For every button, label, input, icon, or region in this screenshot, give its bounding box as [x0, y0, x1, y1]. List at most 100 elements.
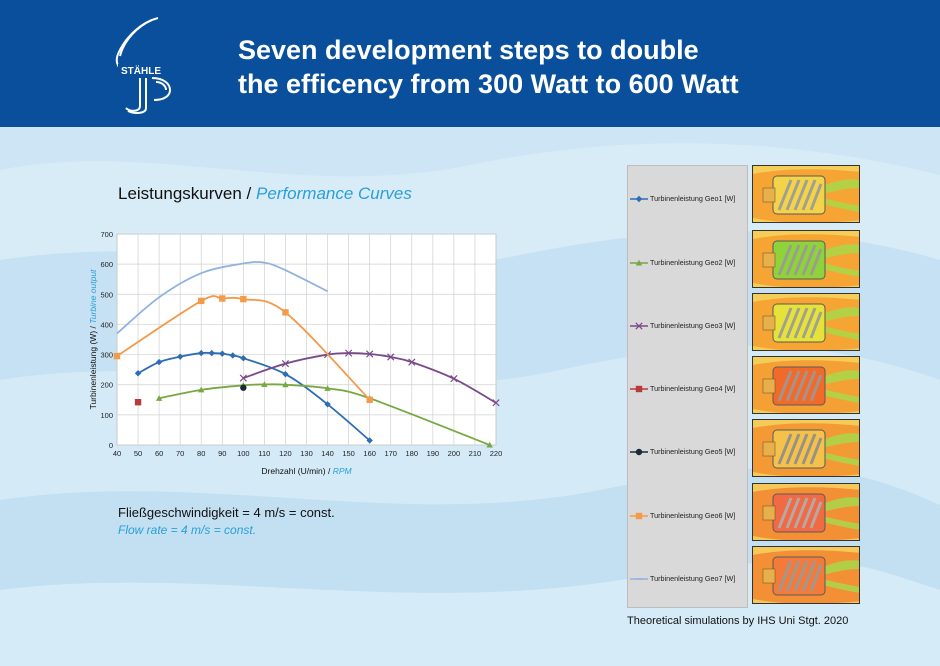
- legend-marker: [635, 385, 643, 392]
- data-point: [366, 396, 373, 403]
- y-tick-label: 200: [100, 381, 113, 390]
- data-point: [198, 297, 205, 305]
- y-tick-label: 300: [100, 351, 113, 360]
- legend-marker: [635, 259, 643, 266]
- data-point: [240, 295, 247, 303]
- chart-heading-sep: /: [241, 184, 256, 203]
- x-tick-label: 120: [279, 449, 292, 458]
- x-axis-label: Drehzahl (U/min) / RPM: [261, 466, 352, 476]
- data-point: [134, 370, 142, 377]
- legend-label: Turbinenleistung Geo7 [W]: [650, 574, 736, 583]
- data-point: [324, 385, 331, 391]
- x-tick-label: 210: [469, 449, 482, 458]
- data-point: [366, 350, 374, 358]
- legend-swatch: [630, 448, 648, 455]
- legend-item-geo3: Turbinenleistung Geo3 [W]: [630, 321, 735, 330]
- simulation-image-geo6: [752, 483, 860, 541]
- legend-swatch: [630, 321, 648, 330]
- x-tick-label: 220: [490, 449, 503, 458]
- x-tick-label: 150: [342, 449, 355, 458]
- staehle-logo: STÄHLE: [115, 17, 172, 114]
- legend-label: Turbinenleistung Geo3 [W]: [650, 321, 736, 330]
- x-tick-label: 60: [155, 449, 163, 458]
- x-tick-label: 90: [218, 449, 226, 458]
- header-banner: STÄHLE Seven development steps to double…: [0, 0, 940, 127]
- data-point: [492, 399, 500, 407]
- y-tick-label: 600: [100, 260, 113, 269]
- data-point: [208, 349, 215, 357]
- x-tick-label: 170: [384, 449, 397, 458]
- series-line-geo6: [116, 295, 371, 401]
- legend-swatch: [630, 512, 648, 519]
- data-point: [239, 374, 247, 382]
- x-tick-label: 130: [300, 449, 313, 458]
- simulation-caption: Theoretical simulations by IHS Uni Stgt.…: [627, 615, 849, 627]
- y-axis-label-sep: /: [88, 324, 98, 331]
- x-tick-label: 200: [448, 449, 461, 458]
- x-axis-label-en: RPM: [333, 466, 353, 476]
- data-point: [113, 352, 121, 360]
- simulation-image-geo4: [752, 356, 860, 414]
- legend-swatch: [630, 577, 648, 580]
- data-point: [486, 441, 493, 448]
- series-geo4: [134, 398, 142, 406]
- simulation-image-geo5: [752, 419, 860, 477]
- legend-swatch: [630, 259, 648, 266]
- data-point: [387, 353, 395, 361]
- page-title-line-1: Seven development steps to double: [238, 35, 699, 65]
- legend-item-geo1: Turbinenleistung Geo1 [W]: [630, 194, 735, 203]
- data-point: [198, 349, 205, 357]
- x-tick-label: 50: [134, 449, 142, 458]
- data-point: [282, 381, 289, 388]
- data-point: [282, 309, 289, 316]
- legend-marker: [635, 321, 643, 330]
- legend-panel: Turbinenleistung Geo1 [W] Turbinenleistun…: [627, 165, 748, 608]
- x-tick-label: 80: [197, 449, 205, 458]
- legend-swatch: [630, 195, 648, 202]
- data-point: [261, 381, 268, 387]
- data-point: [408, 358, 416, 366]
- series-geo5: [240, 384, 247, 391]
- x-tick-label: 110: [258, 449, 270, 458]
- chart-heading-en: Performance Curves: [255, 184, 412, 203]
- data-point: [366, 437, 373, 444]
- simulation-image-geo3: [752, 293, 860, 351]
- x-axis-label-de: Drehzahl (U/min): [261, 466, 325, 476]
- y-axis-label-de: Turbinenleistung (W): [88, 331, 98, 410]
- chart-heading-de: Leistungskurven: [118, 184, 242, 203]
- simulation-image-geo2: [752, 230, 860, 288]
- y-axis-label-en: Turbine output: [88, 269, 98, 324]
- legend-label: Turbinenleistung Geo4 [W]: [650, 384, 736, 393]
- data-point: [219, 295, 226, 302]
- x-tick-label: 100: [237, 449, 250, 458]
- data-point: [324, 401, 331, 408]
- y-axis-label: Turbinenleistung (W) / Turbine output: [88, 269, 98, 409]
- series-geo7: [116, 261, 328, 335]
- series-line-geo2: [158, 383, 491, 446]
- x-tick-label: 180: [406, 449, 419, 458]
- data-point: [134, 398, 142, 406]
- legend-swatch: [630, 385, 648, 392]
- data-point: [240, 384, 247, 391]
- legend-marker: [635, 448, 643, 455]
- data-point: [282, 370, 289, 378]
- series-line-geo7: [116, 261, 328, 335]
- y-tick-label: 100: [100, 411, 113, 420]
- x-tick-label: 140: [321, 449, 334, 458]
- x-tick-label: 190: [427, 449, 440, 458]
- legend-item-geo2: Turbinenleistung Geo2 [W]: [630, 258, 735, 267]
- data-point: [344, 349, 353, 357]
- y-tick-label: 400: [100, 320, 113, 329]
- legend-label: Turbinenleistung Geo2 [W]: [650, 258, 736, 267]
- series-geo6: [113, 295, 373, 403]
- chart-heading: Leistungskurven / Performance Curves: [118, 184, 412, 204]
- flow-rate-de: Fließgeschwindigkeit = 4 m/s = const.: [118, 505, 335, 520]
- data-point: [198, 386, 205, 393]
- data-point: [450, 375, 458, 383]
- data-point: [219, 350, 226, 357]
- y-tick-label: 0: [109, 441, 113, 450]
- series-geo3: [239, 349, 500, 407]
- data-point: [229, 352, 237, 359]
- y-tick-label: 700: [100, 230, 113, 239]
- y-tick-label: 500: [100, 290, 113, 299]
